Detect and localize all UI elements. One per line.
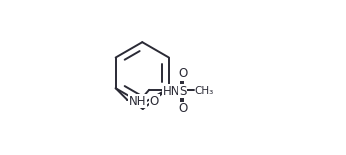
Text: NH: NH — [129, 95, 146, 108]
Text: O: O — [150, 95, 159, 108]
Text: CH₃: CH₃ — [194, 86, 213, 96]
Text: S: S — [179, 85, 186, 98]
Text: O: O — [178, 67, 187, 80]
Text: O: O — [178, 102, 187, 115]
Text: HN: HN — [162, 85, 180, 98]
